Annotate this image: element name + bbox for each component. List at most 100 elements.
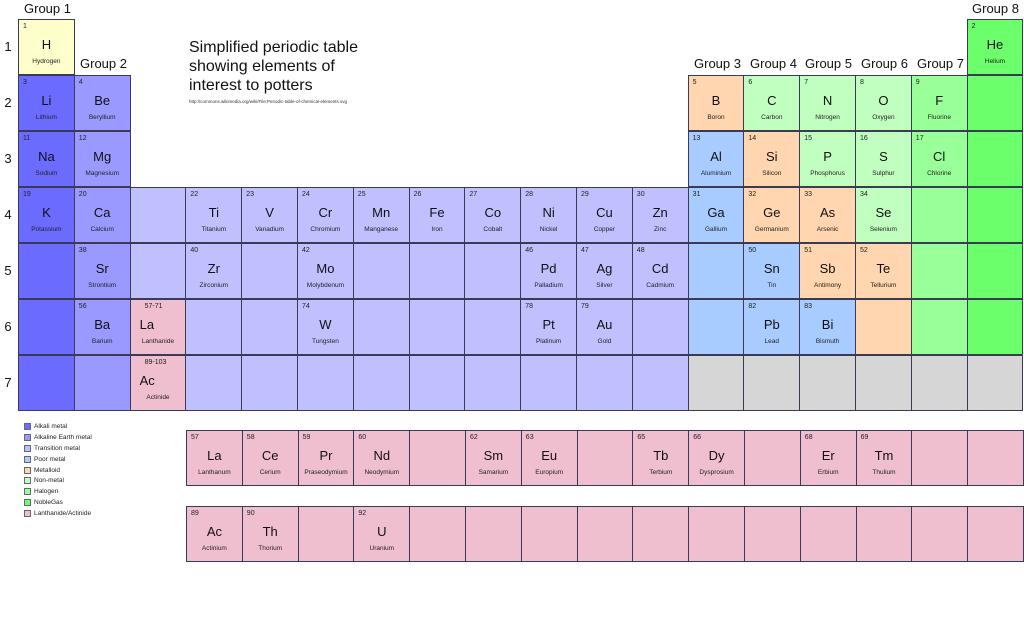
- empty-cell[interactable]: [966, 299, 1024, 355]
- element-cell-cu[interactable]: 29 Cu Copper: [576, 187, 633, 243]
- empty-cell[interactable]: [855, 355, 912, 411]
- empty-cell[interactable]: [464, 355, 522, 411]
- element-cell-fe[interactable]: 26 Fe Iron: [408, 187, 466, 243]
- element-cell-ag[interactable]: 47 Ag Silver: [576, 243, 633, 299]
- empty-cell[interactable]: [129, 243, 187, 299]
- empty-cell[interactable]: [241, 355, 298, 411]
- element-cell-tb[interactable]: 65 Tb Terbium: [632, 430, 690, 486]
- empty-cell[interactable]: [911, 430, 969, 486]
- empty-cell[interactable]: [520, 506, 578, 562]
- element-cell-u[interactable]: 92 U Uranium: [353, 506, 411, 562]
- empty-cell[interactable]: [631, 355, 689, 411]
- empty-cell[interactable]: [966, 243, 1024, 299]
- element-cell-na[interactable]: 11 Na Sodium: [18, 131, 75, 187]
- element-cell-he[interactable]: 2 He Helium: [966, 19, 1024, 75]
- empty-cell[interactable]: [464, 243, 522, 299]
- element-cell-cr[interactable]: 24 Cr Chromium: [297, 187, 354, 243]
- element-cell-ac[interactable]: 89-103 Ac Actinide: [129, 355, 187, 411]
- element-cell-ni[interactable]: 28 Ni Nickel: [520, 187, 577, 243]
- element-cell-pd[interactable]: 46 Pd Palladium: [520, 243, 577, 299]
- element-cell-zn[interactable]: 30 Zn Zinc: [631, 187, 689, 243]
- empty-cell[interactable]: [408, 299, 466, 355]
- empty-cell[interactable]: [911, 506, 969, 562]
- empty-cell[interactable]: [910, 243, 968, 299]
- element-cell-ac[interactable]: 89 Ac Actinium: [186, 506, 243, 562]
- empty-cell[interactable]: [966, 75, 1024, 131]
- empty-cell[interactable]: [967, 506, 1024, 562]
- element-cell-f[interactable]: 9 F Fluorine: [910, 75, 968, 131]
- empty-cell[interactable]: [73, 355, 131, 411]
- empty-cell[interactable]: [241, 299, 298, 355]
- empty-cell[interactable]: [352, 243, 410, 299]
- element-cell-nd[interactable]: 60 Nd Neodymium: [353, 430, 411, 486]
- empty-cell[interactable]: [744, 506, 801, 562]
- empty-cell[interactable]: [352, 355, 410, 411]
- empty-cell[interactable]: [297, 355, 354, 411]
- element-cell-se[interactable]: 34 Se Selenium: [855, 187, 912, 243]
- element-cell-sr[interactable]: 38 Sr Strontium: [73, 243, 131, 299]
- empty-cell[interactable]: [967, 430, 1024, 486]
- element-cell-mn[interactable]: 25 Mn Manganese: [352, 187, 410, 243]
- element-cell-si[interactable]: 14 Si Silicon: [743, 131, 801, 187]
- element-cell-pt[interactable]: 78 Pt Platinum: [520, 299, 577, 355]
- element-cell-bi[interactable]: 83 Bi Bismuth: [799, 299, 856, 355]
- empty-cell[interactable]: [408, 243, 466, 299]
- element-cell-pb[interactable]: 82 Pb Lead: [743, 299, 801, 355]
- empty-cell[interactable]: [743, 355, 801, 411]
- empty-cell[interactable]: [688, 506, 745, 562]
- element-cell-s[interactable]: 16 S Sulphur: [855, 131, 912, 187]
- element-cell-al[interactable]: 13 Al Aluminium: [687, 131, 745, 187]
- element-cell-cd[interactable]: 48 Cd Cadmium: [631, 243, 689, 299]
- source-url-link[interactable]: http://commons.wikimedia.org/wiki/File:P…: [189, 99, 348, 104]
- element-cell-te[interactable]: 52 Te Tellurium: [855, 243, 912, 299]
- element-cell-ca[interactable]: 20 Ca Calcium: [73, 187, 131, 243]
- element-cell-ce[interactable]: 58 Ce Cerium: [241, 430, 299, 486]
- empty-cell[interactable]: [297, 506, 355, 562]
- element-cell-b[interactable]: 5 B Boron: [687, 75, 745, 131]
- empty-cell[interactable]: [241, 243, 298, 299]
- empty-cell[interactable]: [799, 355, 856, 411]
- element-cell-be[interactable]: 4 Be Beryllium: [73, 75, 131, 131]
- element-cell-sn[interactable]: 50 Sn Tin: [743, 243, 801, 299]
- element-cell-c[interactable]: 6 C Carbon: [743, 75, 801, 131]
- empty-cell[interactable]: [185, 299, 243, 355]
- element-cell-w[interactable]: 74 W Tungsten: [297, 299, 354, 355]
- empty-cell[interactable]: [352, 299, 410, 355]
- empty-cell[interactable]: [464, 299, 522, 355]
- element-cell-o[interactable]: 8 O Oxygen: [855, 75, 912, 131]
- element-cell-ga[interactable]: 31 Ga Gallium: [687, 187, 745, 243]
- empty-cell[interactable]: [408, 355, 466, 411]
- empty-cell[interactable]: [409, 506, 466, 562]
- empty-cell[interactable]: [910, 187, 968, 243]
- element-cell-ti[interactable]: 22 Ti Titanium: [185, 187, 243, 243]
- element-cell-v[interactable]: 23 V Vanadium: [241, 187, 298, 243]
- empty-cell[interactable]: [631, 299, 689, 355]
- empty-cell[interactable]: [799, 506, 857, 562]
- empty-cell[interactable]: [687, 355, 745, 411]
- empty-cell[interactable]: [966, 355, 1024, 411]
- element-cell-tm[interactable]: 69 Tm Thulium: [855, 430, 913, 486]
- element-cell-p[interactable]: 15 P Phosphorus: [799, 131, 856, 187]
- element-cell-mo[interactable]: 42 Mo Molybdenum: [297, 243, 354, 299]
- empty-cell[interactable]: [465, 506, 522, 562]
- empty-cell[interactable]: [910, 299, 968, 355]
- empty-cell[interactable]: [632, 506, 690, 562]
- element-cell-k[interactable]: 19 K Potassium: [18, 187, 75, 243]
- empty-cell[interactable]: [855, 506, 913, 562]
- empty-cell[interactable]: [910, 355, 968, 411]
- element-cell-er[interactable]: 68 Er Erbium: [799, 430, 857, 486]
- element-cell-au[interactable]: 79 Au Gold: [576, 299, 633, 355]
- element-cell-n[interactable]: 7 N Nitrogen: [799, 75, 856, 131]
- element-cell-zr[interactable]: 40 Zr Zirconium: [185, 243, 243, 299]
- empty-cell[interactable]: [18, 299, 75, 355]
- element-cell-dy[interactable]: 66 Dy Dysprosium: [688, 430, 745, 486]
- empty-cell[interactable]: [855, 299, 912, 355]
- element-cell-ge[interactable]: 32 Ge Germanium: [743, 187, 801, 243]
- element-cell-ba[interactable]: 56 Ba Barium: [73, 299, 131, 355]
- empty-cell[interactable]: [520, 355, 577, 411]
- element-cell-sb[interactable]: 51 Sb Antimony: [799, 243, 856, 299]
- element-cell-cl[interactable]: 17 Cl Chlorine: [910, 131, 968, 187]
- element-cell-th[interactable]: 90 Th Thorium: [241, 506, 299, 562]
- element-cell-h[interactable]: 1 H Hydrogen: [18, 19, 75, 75]
- element-cell-mg[interactable]: 12 Mg Magnesium: [73, 131, 131, 187]
